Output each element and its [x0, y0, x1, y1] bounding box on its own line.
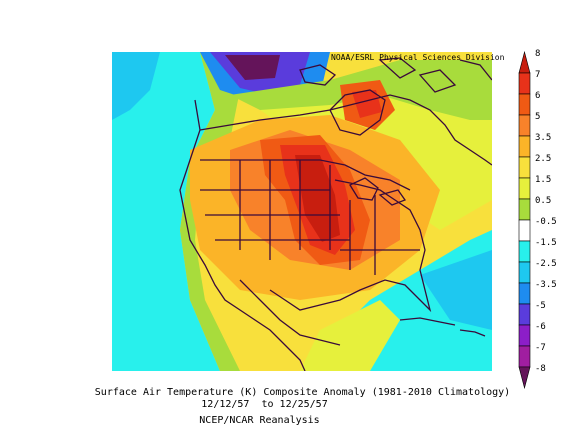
colorbar-tick-label: 3.5	[535, 133, 551, 143]
colorbar-swatch	[518, 72, 531, 95]
colorbar-tick-label: -2.5	[535, 259, 557, 269]
colorbar-swatch	[518, 282, 531, 305]
colorbar: 8 7 6 5 3.5 2.5 1.5 0.5 -0.5 -1.5 -2.5 -3.5 -5 -6 -7 -8	[518, 49, 557, 390]
colorbar-swatch	[518, 114, 531, 137]
colorbar-swatch	[518, 135, 531, 158]
colorbar-tick-label: 8	[535, 49, 540, 59]
coastlines	[179, 57, 492, 371]
colorbar-swatch	[518, 177, 531, 200]
colorbar-swatch	[518, 219, 531, 242]
colorbar-tick-label: 1.5	[535, 175, 551, 185]
colorbar-tick-label: -1.5	[535, 238, 557, 248]
colorbar-tick-label: -6	[535, 322, 546, 332]
colorbar-tick-label: -3.5	[535, 280, 557, 290]
anomaly-field	[112, 52, 492, 371]
colorbar-swatch	[518, 50, 531, 74]
colorbar-tick-label: -8	[535, 364, 546, 374]
caption-dates: 12/12/57 to 12/25/57	[201, 399, 328, 410]
colorbar-tick-label: 0.5	[535, 196, 551, 206]
colorbar-tick-label: -0.5	[535, 217, 557, 227]
colorbar-tick-label: 6	[535, 91, 540, 101]
caption-source: NCEP/NCAR Reanalysis	[199, 415, 320, 426]
colorbar-swatch	[518, 303, 531, 326]
colorbar-swatch	[518, 261, 531, 284]
caption-title: Surface Air Temperature (K) Composite An…	[94, 387, 511, 398]
colorbar-swatch	[518, 240, 531, 263]
colorbar-swatch	[518, 345, 531, 368]
colorbar-tick-label: 2.5	[535, 154, 551, 164]
colorbar-swatch	[518, 366, 531, 390]
colorbar-swatch	[518, 198, 531, 221]
colorbar-tick-label: 7	[535, 70, 540, 80]
credit-label: NOAA/ESRL Physical Sciences Division	[331, 53, 505, 62]
colorbar-tick-label: -5	[535, 301, 546, 311]
colorbar-swatch	[518, 93, 531, 116]
colorbar-swatch	[518, 324, 531, 347]
colorbar-swatch	[518, 156, 531, 179]
colorbar-tick-label: -7	[535, 343, 546, 353]
colorbar-tick-label: 5	[535, 112, 540, 122]
